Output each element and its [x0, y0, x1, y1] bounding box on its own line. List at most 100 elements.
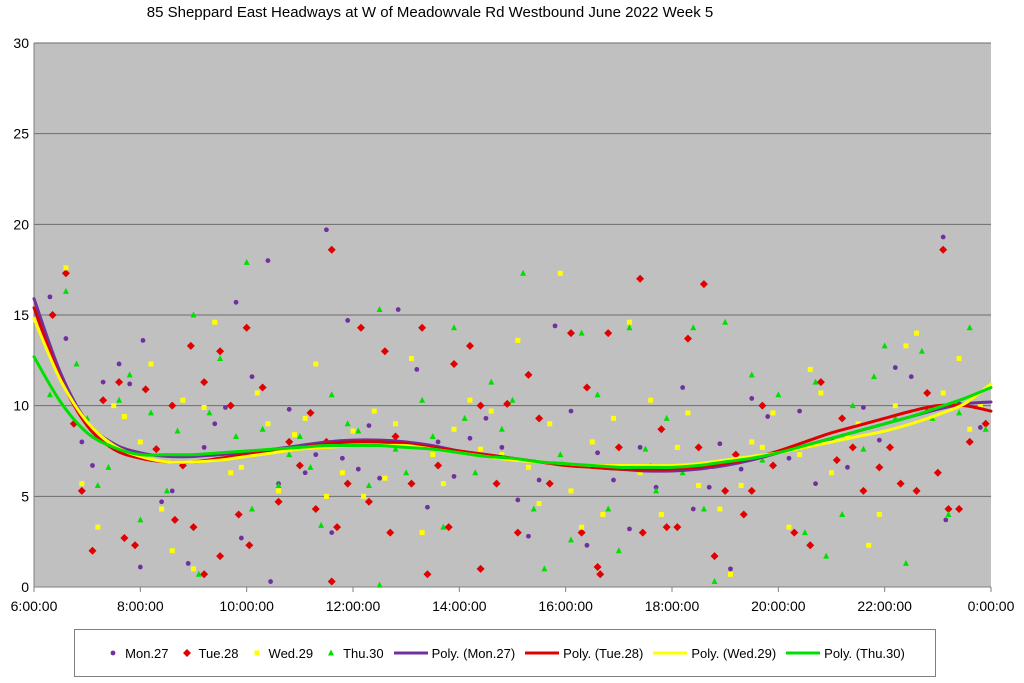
data-point — [832, 456, 841, 465]
data-point — [855, 421, 861, 427]
data-point — [545, 479, 554, 488]
data-point — [848, 443, 857, 452]
data-point — [918, 347, 925, 354]
data-point — [981, 419, 990, 428]
data-point — [503, 399, 512, 408]
data-point — [483, 415, 489, 421]
x-tick-label: 12:00:00 — [326, 598, 381, 614]
data-point — [567, 536, 574, 543]
data-point — [472, 469, 479, 476]
data-point — [159, 506, 165, 512]
data-point — [662, 523, 671, 532]
legend-item: Mon.27 — [105, 646, 169, 661]
data-point — [977, 425, 983, 430]
data-point — [170, 515, 179, 524]
data-point — [790, 528, 799, 537]
data-point — [605, 505, 612, 512]
data-point — [786, 455, 792, 461]
data-point — [268, 579, 273, 584]
legend-swatch — [110, 650, 116, 656]
data-point — [248, 505, 255, 512]
data-point — [557, 270, 563, 276]
data-point — [465, 341, 474, 350]
data-point — [79, 481, 85, 487]
data-point — [242, 323, 251, 332]
data-point — [875, 463, 884, 472]
legend-label: Poly. (Wed.29) — [691, 645, 777, 661]
data-point — [302, 470, 308, 476]
data-point — [233, 299, 239, 305]
legend-swatch — [653, 651, 688, 655]
data-point — [450, 359, 459, 368]
data-point — [61, 269, 70, 278]
data-point — [95, 524, 101, 530]
data-point — [476, 564, 485, 573]
data-point — [876, 511, 882, 517]
data-point — [90, 463, 95, 468]
data-point — [728, 566, 733, 572]
data-point — [168, 401, 177, 410]
data-point — [137, 439, 143, 445]
data-point — [47, 294, 53, 300]
data-point — [871, 373, 878, 380]
data-point — [526, 533, 531, 539]
legend-marker — [110, 650, 116, 656]
data-point — [690, 324, 697, 331]
data-point — [816, 378, 825, 387]
data-point — [943, 517, 949, 523]
chart-plot: 0 5 10 15 20 25 30 6:00:00 8:00:00 10:00:00 12:00:… — [11, 35, 1015, 614]
legend-swatch — [182, 649, 191, 657]
data-point — [626, 319, 632, 325]
data-point — [861, 405, 866, 410]
data-point — [371, 408, 377, 414]
trendlines — [32, 297, 993, 473]
data-point — [217, 355, 224, 362]
data-point — [509, 396, 516, 403]
data-point — [419, 396, 426, 403]
y-tick-label: 25 — [13, 126, 29, 142]
data-point — [711, 578, 718, 585]
data-point — [885, 443, 894, 452]
data-point — [536, 501, 542, 507]
data-point — [451, 426, 457, 432]
data-point — [395, 307, 401, 312]
data-point — [148, 361, 154, 367]
data-point — [116, 361, 122, 367]
data-point — [174, 427, 181, 434]
data-point — [614, 443, 623, 452]
data-point — [418, 323, 427, 332]
data-point — [238, 535, 244, 541]
data-point — [461, 414, 468, 421]
data-point — [233, 432, 240, 439]
legend-swatch — [525, 651, 560, 655]
data-point — [801, 529, 808, 536]
data-point — [944, 505, 953, 514]
data-point — [838, 414, 847, 423]
data-point — [345, 318, 351, 323]
data-point — [48, 311, 57, 319]
legend-swatch — [328, 649, 335, 656]
x-tick-label: 18:00:00 — [645, 598, 700, 614]
y-tick-label: 15 — [13, 307, 29, 323]
legend-swatch — [254, 650, 260, 656]
data-point — [568, 488, 574, 494]
data-point — [296, 432, 303, 439]
legend-marker — [328, 649, 335, 656]
data-point — [955, 505, 964, 514]
data-point — [356, 323, 365, 332]
data-point — [63, 265, 69, 271]
data-point — [748, 371, 755, 378]
data-point — [759, 456, 766, 463]
data-point — [696, 482, 702, 488]
data-point — [226, 401, 235, 410]
data-point — [589, 439, 595, 445]
data-point — [295, 461, 304, 470]
data-point — [731, 450, 740, 459]
trendline — [32, 355, 993, 469]
data-point — [749, 396, 755, 401]
data-point — [596, 570, 605, 579]
data-point — [169, 548, 175, 554]
data-point — [126, 371, 133, 378]
data-point — [111, 403, 117, 409]
data-point — [786, 524, 792, 530]
